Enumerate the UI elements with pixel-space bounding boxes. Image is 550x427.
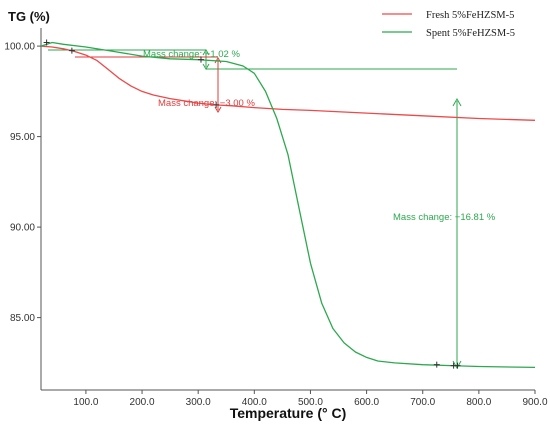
x-tick-label: 100.0 [73, 397, 98, 408]
spent-arrow-large-head-top [452, 97, 462, 107]
y-tick-label: 100.00 [4, 42, 35, 53]
x-tick-label: 500.0 [298, 397, 323, 408]
data-point-marker [454, 362, 461, 369]
legend-label-spent: Spent 5%FeHZSM-5 [426, 28, 515, 39]
y-tick-group: 100.00 95.00 90.00 85.00 [4, 42, 41, 324]
data-point-marker [43, 39, 50, 46]
x-tick-label: 800.0 [466, 397, 491, 408]
spent-arrow-small-head-bottom [202, 63, 210, 70]
annotation-fresh: Mass change: −3.00 % [158, 98, 255, 109]
marker-group [43, 39, 461, 369]
legend: Fresh 5%FeHZSM-5 Spent 5%FeHZSM-5 [382, 10, 515, 39]
fresh-arrow-head-bottom [214, 106, 222, 113]
x-tick-group: 100.0 200.0 300.0 400.0 500.0 600.0 700.0 800.0… [73, 390, 548, 408]
spent-arrow-large-head-bottom [452, 360, 462, 370]
x-tick-label: 700.0 [410, 397, 435, 408]
series-line-fresh [40, 45, 536, 121]
x-tick-label: 400.0 [242, 397, 267, 408]
spent-arrow-small-head-top [202, 49, 210, 56]
x-tick-label: 600.0 [354, 397, 379, 408]
data-point-marker [197, 56, 204, 63]
y-axis-label: TG (%) [8, 9, 50, 24]
data-point-marker [433, 361, 440, 368]
y-tick-label: 85.00 [10, 313, 35, 324]
y-tick-label: 95.00 [10, 132, 35, 143]
series-group [40, 41, 536, 369]
x-tick-label: 200.0 [130, 397, 155, 408]
y-tick-label: 90.00 [10, 223, 35, 234]
x-tick-label: 900.0 [522, 397, 547, 408]
annotation-spent-large: Mass change: −16.81 % [393, 212, 496, 223]
data-point-marker [68, 47, 75, 54]
annotation-spent-small: Mass change: −1.02 % [143, 49, 240, 60]
legend-label-fresh: Fresh 5%FeHZSM-5 [426, 10, 514, 21]
x-axis-label: Temperature (° C) [230, 405, 347, 421]
data-point-marker [213, 101, 220, 108]
x-tick-label: 300.0 [186, 397, 211, 408]
series-line-spent [40, 41, 536, 369]
